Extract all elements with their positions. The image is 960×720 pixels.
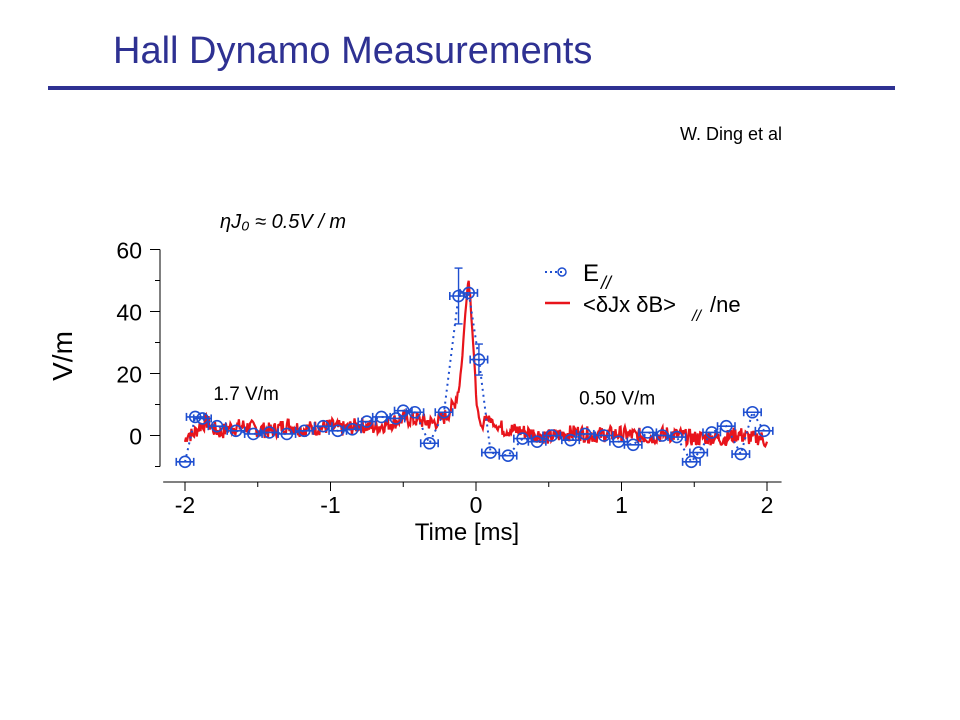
series-e-parallel	[175, 267, 774, 469]
e-parallel-point	[396, 404, 410, 418]
e-parallel-point	[408, 405, 422, 419]
e-parallel-point	[501, 449, 515, 462]
slide-title: Hall Dynamo Measurements	[113, 30, 593, 72]
legend-e-parallel-label: E	[583, 260, 599, 287]
e-parallel-point	[178, 455, 192, 469]
annotation-label: 1.7 V/m	[213, 384, 278, 405]
e-parallel-point	[597, 429, 611, 442]
e-parallel-point	[346, 422, 359, 436]
annotation-label: 0.50 V/m	[579, 389, 655, 410]
e-parallel-point	[757, 424, 771, 438]
y-tick-label: 0	[129, 424, 142, 450]
legend-e-swatch-marker	[557, 267, 567, 277]
e-parallel-point	[578, 427, 592, 441]
legend-jxb-suffix: /ne	[710, 292, 741, 317]
e-parallel-point	[298, 424, 311, 438]
x-tick-label: -2	[175, 492, 195, 518]
e-parallel-point	[196, 412, 209, 425]
e-parallel-point	[229, 424, 243, 438]
e-parallel-point	[316, 419, 330, 433]
x-axis-label: Time [ms]	[415, 519, 519, 546]
chart-ticks: 0 20 40 60 -2 -1 0 1 2	[116, 238, 773, 519]
e-parallel-point	[210, 419, 224, 433]
e-parallel-point	[247, 427, 260, 441]
y-tick-label: 60	[116, 238, 142, 264]
e-parallel-point	[280, 427, 294, 441]
red-trace-line	[183, 280, 769, 449]
e-parallel-point	[685, 455, 698, 469]
series-jxb-trace	[183, 280, 769, 449]
e-parallel-point	[626, 438, 640, 452]
y-tick-label: 20	[116, 362, 142, 388]
e-parallel-point	[692, 446, 705, 459]
x-tick-label: -1	[320, 492, 340, 518]
e-parallel-point	[484, 446, 497, 459]
x-tick-label: 2	[761, 492, 774, 518]
e-parallel-point	[360, 415, 374, 428]
e-parallel-point	[734, 447, 748, 461]
e-parallel-point	[746, 405, 759, 419]
e-parallel-point	[670, 430, 684, 444]
e-parallel-point	[705, 426, 719, 439]
legend-e-parallel-subscript: //	[599, 273, 613, 293]
chart-legend: E//<δJx δB>///ne	[545, 260, 741, 325]
y-tick-label: 40	[116, 300, 142, 326]
e-parallel-point	[462, 286, 476, 300]
author-credit: W. Ding et al	[680, 124, 783, 144]
chart-axes	[159, 249, 782, 483]
e-parallel-point	[719, 419, 733, 433]
chart-labels: Time [ms] V/m 1.7 V/m 0.50 V/m ηJ₀ ≈ 0.5V / …	[47, 211, 655, 546]
e-parallel-point	[389, 412, 403, 425]
e-parallel-point	[530, 435, 544, 449]
e-parallel-point	[545, 429, 558, 442]
x-tick-label: 1	[615, 492, 628, 518]
title-divider	[48, 86, 895, 90]
e-parallel-point	[263, 426, 276, 439]
legend-jxb-label: <δJx δB>	[583, 292, 676, 317]
e-parallel-point	[437, 405, 451, 419]
e-parallel-point	[188, 410, 202, 424]
e-parallel-point	[472, 353, 486, 366]
y-axis-label: V/m	[47, 331, 78, 381]
x-tick-label: 0	[470, 492, 483, 518]
legend-jxb-subscript: //	[691, 308, 702, 325]
e-parallel-point	[423, 436, 436, 450]
e-parallel-point	[564, 433, 577, 447]
formula-annotation: ηJ₀ ≈ 0.5V / m	[220, 211, 346, 233]
